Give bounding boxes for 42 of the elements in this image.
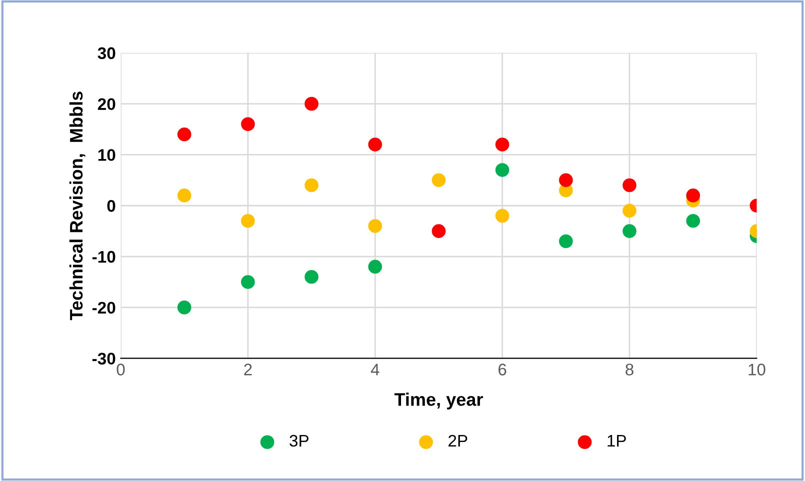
point: [622, 178, 636, 192]
legend-label: 3P: [290, 434, 308, 447]
point: [686, 188, 700, 202]
y-tick-label: -10: [92, 250, 116, 263]
x-tick-label: 2: [244, 364, 252, 376]
x-axis-title: Time, year: [394, 392, 483, 410]
x-tick-label: 0: [116, 364, 125, 376]
point: [495, 138, 510, 152]
point: [177, 300, 192, 314]
point: [559, 234, 573, 248]
legend-label: 1P: [608, 435, 626, 447]
y-tick-label: -20: [92, 302, 116, 314]
point: [432, 173, 446, 188]
x-tick-label: 6: [498, 364, 506, 376]
point: [368, 260, 382, 274]
y-tick-label: 30: [98, 47, 116, 60]
y-tick-label: -30: [92, 352, 116, 365]
point: [686, 214, 700, 228]
point: [304, 270, 318, 284]
y-tick-label: 10: [98, 149, 116, 161]
point: [304, 178, 318, 192]
point: [304, 96, 318, 111]
point: [177, 188, 192, 202]
point: [177, 127, 192, 142]
point: [622, 204, 636, 218]
x-tick-label: 4: [370, 364, 380, 376]
point: [241, 275, 255, 289]
point: [241, 214, 255, 228]
y-axis-title: Technical Revision, Mbbls: [69, 92, 86, 320]
point: [495, 163, 510, 177]
x-tick-label: 8: [626, 364, 634, 376]
point: [495, 208, 510, 223]
point: [368, 138, 382, 152]
point: [622, 224, 636, 238]
point: [559, 173, 573, 188]
point: [368, 219, 382, 233]
y-tick-label: 0: [107, 200, 116, 212]
x-tick-label: 10: [748, 364, 766, 376]
point: [432, 224, 446, 238]
y-tick-label: 20: [98, 98, 116, 110]
point: [241, 117, 255, 132]
legend-label: 2P: [448, 434, 468, 447]
